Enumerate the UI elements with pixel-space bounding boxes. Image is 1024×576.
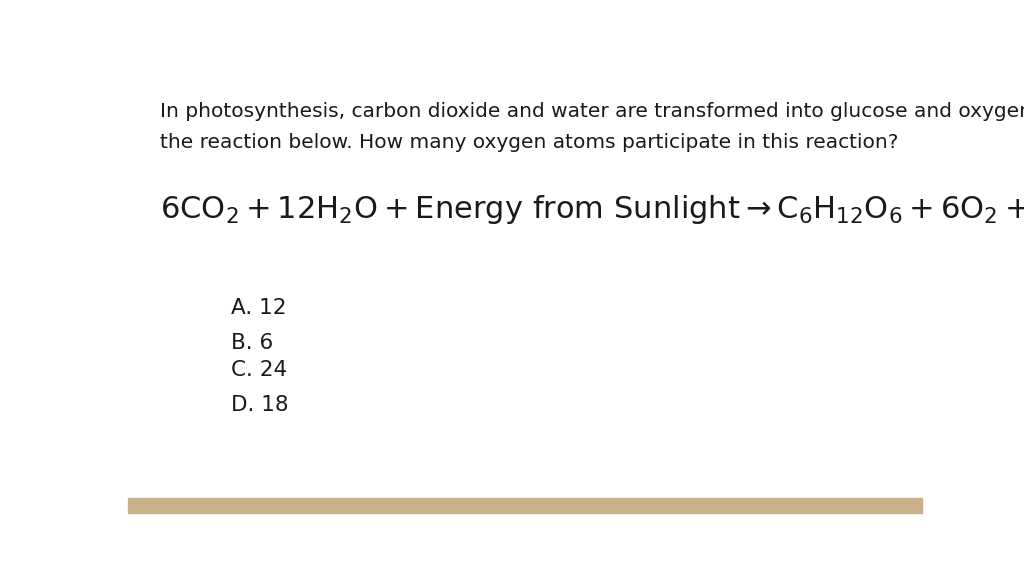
Text: the reaction below. How many oxygen atoms participate in this reaction?: the reaction below. How many oxygen atom… [160, 134, 898, 153]
Text: A. 12: A. 12 [231, 298, 287, 317]
Bar [128, 498, 922, 513]
Text: $\mathregular{6CO_2 + 12H_2O + Energy\ from\ Sunlight \rightarrow C_6H_{12}O_6 +: $\mathregular{6CO_2 + 12H_2O + Energy\ f… [160, 194, 1024, 226]
Text: D. 18: D. 18 [231, 395, 289, 415]
Text: C. 24: C. 24 [231, 359, 288, 380]
Text: B. 6: B. 6 [231, 333, 273, 353]
Text: In photosynthesis, carbon dioxide and water are transformed into glucose and oxy: In photosynthesis, carbon dioxide and wa… [160, 103, 1024, 122]
